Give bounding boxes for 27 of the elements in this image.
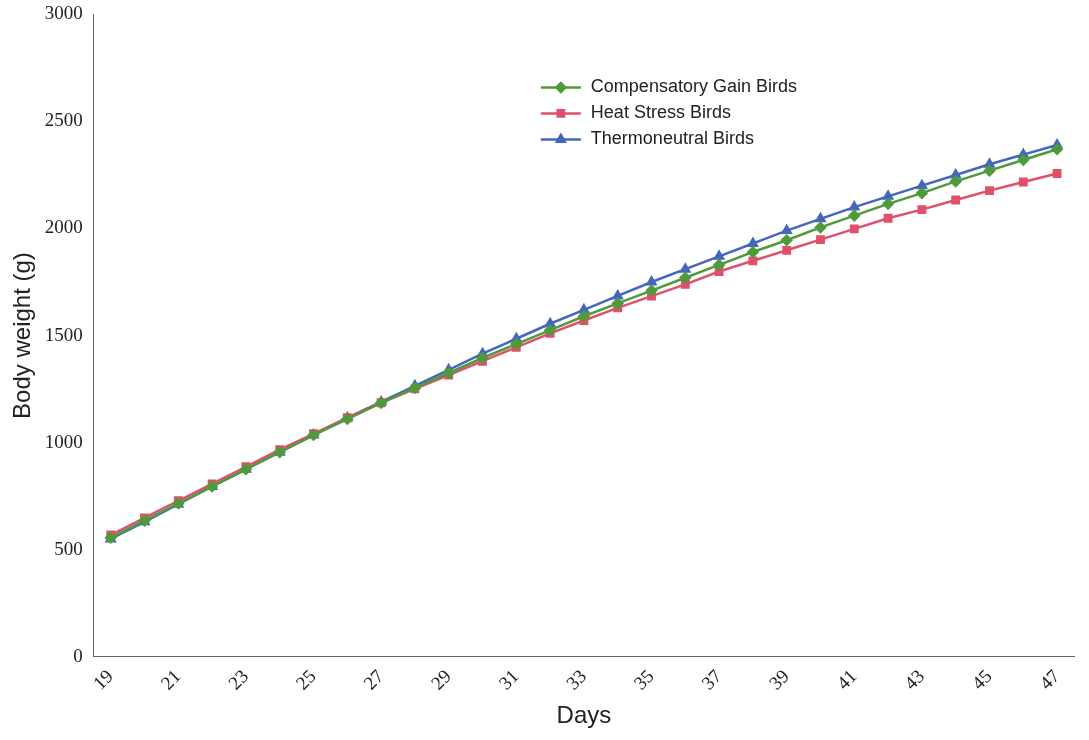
x-tick-label: 25 — [291, 665, 320, 694]
legend-label: Thermoneutral Birds — [590, 128, 754, 149]
y-tick-label: 1000 — [44, 430, 83, 452]
y-tick-label: 1500 — [44, 323, 83, 345]
y-tick-label: 500 — [54, 537, 83, 559]
x-tick-label: 31 — [494, 665, 523, 694]
y-tick-label: 2500 — [44, 109, 83, 131]
x-tick-label: 35 — [629, 665, 658, 694]
x-tick-label: 45 — [967, 665, 996, 694]
x-tick-label: 39 — [764, 665, 794, 694]
x-tick-label: 37 — [697, 665, 726, 694]
x-tick-label: 23 — [223, 665, 253, 694]
legend-label: Compensatory Gain Birds — [590, 76, 797, 97]
y-tick-label: 2000 — [44, 216, 83, 238]
x-tick-label: 21 — [156, 665, 185, 694]
x-tick-label: 43 — [899, 665, 929, 694]
x-tick-label: 41 — [832, 665, 861, 694]
y-axis-title: Body weight (g) — [8, 252, 36, 419]
y-tick-label: 0 — [73, 644, 83, 666]
y-tick-label: 3000 — [44, 2, 83, 24]
legend-label: Heat Stress Birds — [590, 102, 731, 123]
x-tick-label: 47 — [1035, 665, 1064, 694]
x-tick-label: 27 — [359, 665, 388, 694]
x-tick-label: 29 — [426, 665, 456, 694]
x-tick-label: 19 — [88, 665, 118, 694]
x-tick-label: 33 — [561, 665, 591, 694]
x-axis-title: Days — [556, 701, 612, 729]
